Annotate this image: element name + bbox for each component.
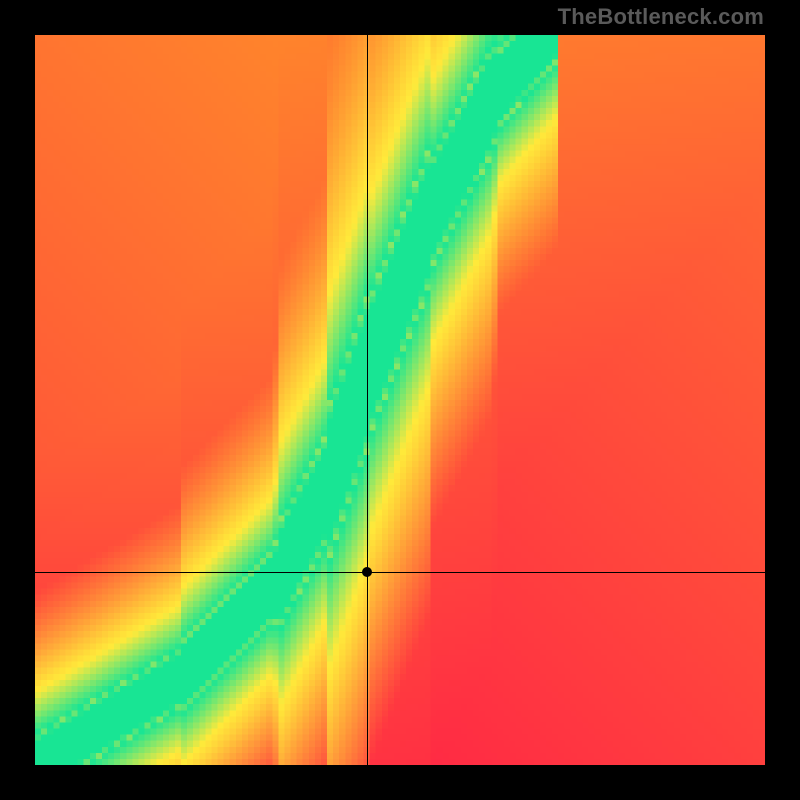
crosshair-vertical — [367, 35, 368, 765]
watermark-text: TheBottleneck.com — [558, 4, 764, 30]
crosshair-marker-dot — [362, 567, 372, 577]
chart-frame: TheBottleneck.com — [0, 0, 800, 800]
crosshair-horizontal — [35, 572, 765, 573]
bottleneck-heatmap — [35, 35, 765, 765]
